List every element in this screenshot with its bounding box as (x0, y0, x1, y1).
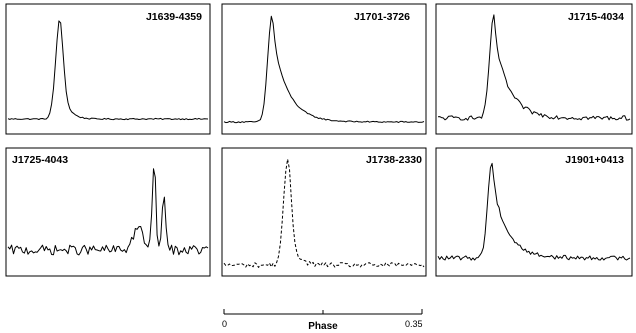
panel-J1701-3726: J1701-3726 (221, 3, 427, 135)
pulse-profile-line (7, 20, 209, 121)
phase-tick-label-start: 0 (222, 319, 227, 329)
panel-title: J1725-4043 (12, 154, 68, 166)
panel-frame (5, 147, 211, 277)
panel-title: J1738-2330 (366, 154, 422, 166)
pulse-profile-line (437, 162, 631, 261)
panel-title: J1639-4359 (146, 11, 202, 23)
panel-title: J1715-4034 (568, 11, 624, 23)
panel-J1725-4043: J1725-4043 (5, 147, 211, 277)
panel-title: J1701-3726 (354, 11, 410, 23)
phase-scale-bar: 0 Phase 0.35 (222, 309, 423, 332)
pulse-profile-line (223, 158, 425, 268)
panel-title: J1901+0413 (565, 154, 624, 166)
panel-J1738-2330: J1738-2330 (221, 147, 427, 277)
pulse-profile-line (7, 168, 209, 256)
panel-J1639-4359: J1639-4359 (5, 3, 211, 135)
panel-J1715-4034: J1715-4034 (435, 3, 633, 135)
phase-tick-label-end: 0.35 (405, 319, 423, 329)
panel-J1901+0413: J1901+0413 (435, 147, 633, 277)
panel-frame (5, 3, 211, 135)
panel-frame (435, 3, 633, 135)
phase-axis-title: Phase (308, 321, 338, 332)
panel-frame (221, 147, 427, 277)
pulse-profile-line (223, 15, 425, 124)
panel-frame (221, 3, 427, 135)
pulse-profile-line (437, 14, 631, 121)
